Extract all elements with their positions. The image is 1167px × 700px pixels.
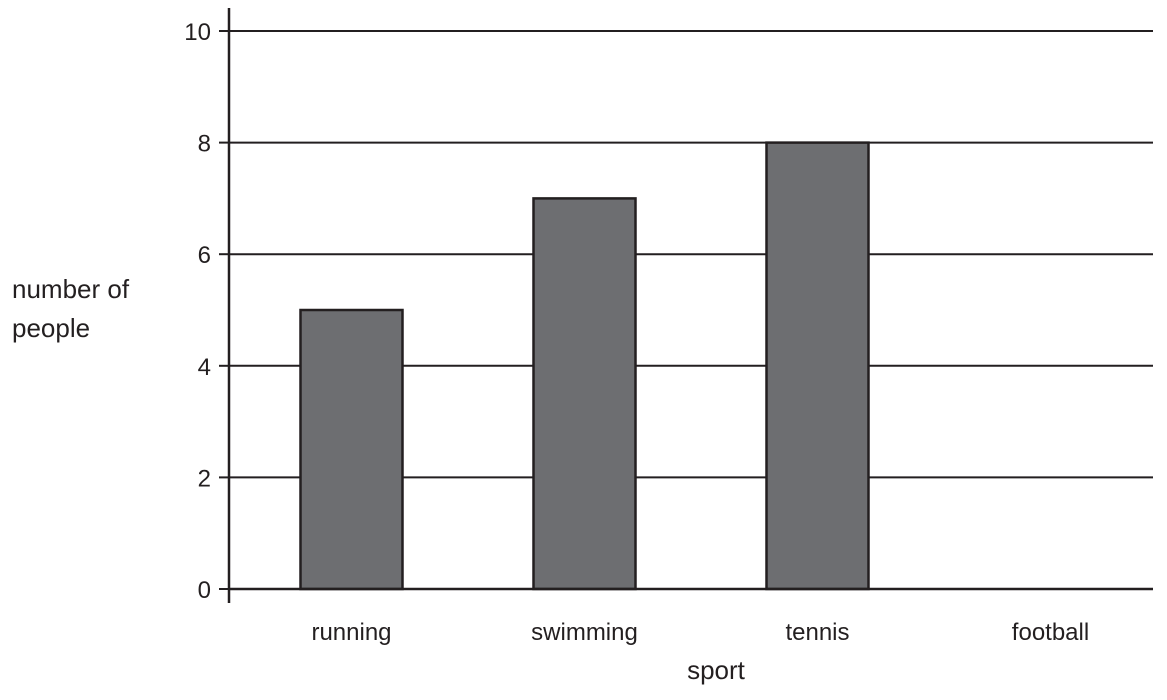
x-tick-label-football: football — [1012, 619, 1089, 646]
y-tick-label-8: 8 — [198, 131, 211, 158]
x-tick-labels: running swimming tennis football — [311, 619, 1089, 646]
bar-running — [301, 310, 403, 589]
x-tick-label-tennis: tennis — [785, 619, 849, 646]
y-tick-label-2: 2 — [198, 465, 211, 492]
y-tick-label-4: 4 — [198, 354, 211, 381]
x-tick-label-swimming: swimming — [531, 619, 638, 646]
y-tick-label-6: 6 — [198, 242, 211, 269]
x-axis-title: sport — [687, 655, 746, 685]
y-axis-title-line-2: people — [12, 313, 90, 343]
y-axis-title-line-1: number of — [12, 274, 130, 304]
x-tick-label-running: running — [311, 619, 391, 646]
y-tick-label-10: 10 — [184, 19, 211, 46]
bar-tennis — [767, 143, 869, 589]
bars — [301, 143, 869, 589]
y-tick-label-0: 0 — [198, 577, 211, 604]
y-tick-labels: 0 2 4 6 8 10 — [184, 19, 211, 604]
bar-swimming — [534, 198, 636, 589]
